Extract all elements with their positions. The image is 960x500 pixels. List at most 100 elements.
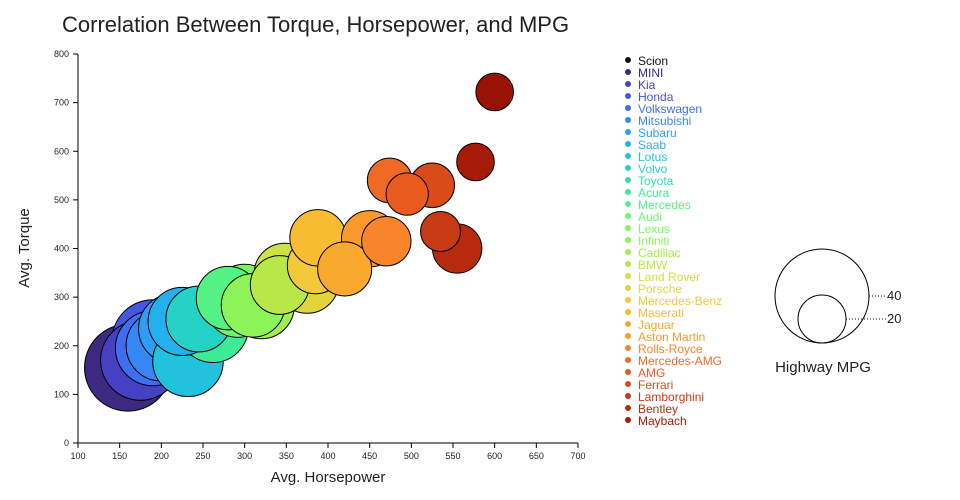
legend-label: Aston Martin bbox=[638, 330, 705, 344]
y-tick-label: 200 bbox=[54, 341, 69, 351]
y-tick-label: 100 bbox=[54, 389, 69, 399]
x-tick-label: 100 bbox=[70, 451, 85, 461]
legend-label: Porsche bbox=[638, 282, 682, 296]
legend-label: Bentley bbox=[638, 402, 678, 416]
x-tick-label: 500 bbox=[404, 451, 419, 461]
y-axis-label: Avg. Torque bbox=[16, 208, 33, 288]
x-tick-label: 450 bbox=[362, 451, 377, 461]
legend-label: Mitsubishi bbox=[638, 114, 691, 128]
bubble-point bbox=[456, 142, 495, 182]
legend-label: Volkswagen bbox=[638, 102, 702, 116]
y-tick-label: 300 bbox=[54, 292, 69, 302]
x-tick-label: 150 bbox=[112, 451, 127, 461]
x-tick-label: 300 bbox=[237, 451, 252, 461]
legend-label: Mercedes-AMG bbox=[638, 354, 722, 368]
x-tick-label: 650 bbox=[529, 451, 544, 461]
legend-marker bbox=[625, 189, 631, 195]
x-tick-label: 550 bbox=[445, 451, 460, 461]
legend-marker bbox=[625, 177, 631, 183]
legend-marker bbox=[625, 153, 631, 159]
x-tick-label: 600 bbox=[487, 451, 502, 461]
y-tick-label: 400 bbox=[54, 244, 69, 254]
legend-marker bbox=[625, 297, 631, 303]
legend-marker bbox=[625, 333, 631, 339]
y-tick-label: 700 bbox=[54, 98, 69, 108]
legend-label: Mercedes bbox=[638, 198, 691, 212]
x-tick-label: 350 bbox=[279, 451, 294, 461]
legend-label: Acura bbox=[638, 186, 670, 200]
legend-marker bbox=[625, 369, 631, 375]
legend-marker bbox=[625, 261, 631, 267]
legend-marker bbox=[625, 165, 631, 171]
size-legend: 40 20 Highway MPG bbox=[774, 248, 901, 376]
size-legend-label-large: 40 bbox=[887, 288, 901, 303]
legend-marker bbox=[625, 57, 631, 63]
size-legend-title: Highway MPG bbox=[775, 359, 871, 376]
legend-label: Lamborghini bbox=[638, 390, 704, 404]
legend-label: AMG bbox=[638, 366, 665, 380]
y-tick-label: 0 bbox=[64, 438, 69, 448]
y-tick-label: 800 bbox=[54, 49, 69, 59]
legend-label: Rolls-Royce bbox=[638, 342, 703, 356]
size-legend-circle-small bbox=[797, 294, 847, 344]
legend-marker bbox=[625, 321, 631, 327]
y-ticks: 0 100 200 300 400 500 600 700 800 bbox=[54, 49, 78, 448]
legend-marker bbox=[625, 345, 631, 351]
x-axis-label: Avg. Horsepower bbox=[271, 469, 386, 486]
legend-marker bbox=[625, 69, 631, 75]
legend-marker bbox=[625, 405, 631, 411]
legend-label: Volvo bbox=[638, 162, 668, 176]
bubble-point bbox=[317, 241, 373, 297]
legend-marker bbox=[625, 201, 631, 207]
legend-label: Saab bbox=[638, 138, 666, 152]
bubble-point bbox=[475, 72, 514, 112]
size-legend-label-small: 20 bbox=[887, 311, 901, 326]
y-tick-label: 600 bbox=[54, 146, 69, 156]
legend-label: MINI bbox=[638, 66, 663, 80]
x-ticks: 100 150 200 250 300 350 400 450 500 550 600 650 700 bbox=[70, 443, 586, 461]
legend-label: Kia bbox=[638, 78, 656, 92]
legend-label: Jaguar bbox=[638, 318, 675, 332]
legend-label: Subaru bbox=[638, 126, 677, 140]
legend-marker bbox=[625, 249, 631, 255]
x-tick-label: 400 bbox=[320, 451, 335, 461]
legend-label: Scion bbox=[638, 54, 668, 68]
legend-label: BMW bbox=[638, 258, 668, 272]
legend-label: Infiniti bbox=[638, 234, 669, 248]
legend-marker bbox=[625, 225, 631, 231]
legend-marker bbox=[625, 117, 631, 123]
legend-label: Lexus bbox=[638, 222, 670, 236]
legend-marker bbox=[625, 393, 631, 399]
x-tick-label: 700 bbox=[570, 451, 585, 461]
bubble-point bbox=[420, 211, 461, 252]
legend-marker bbox=[625, 309, 631, 315]
legend-label: Audi bbox=[638, 210, 662, 224]
legend-label: Maserati bbox=[638, 306, 684, 320]
legend-marker bbox=[625, 129, 631, 135]
chart-title: Correlation Between Torque, Horsepower, … bbox=[62, 12, 569, 37]
legend-label: Honda bbox=[638, 90, 674, 104]
legend-label: Cadillac bbox=[638, 246, 681, 260]
legend: ScionMINIKiaHondaVolkswagenMitsubishiSub… bbox=[625, 54, 722, 428]
legend-marker bbox=[625, 213, 631, 219]
legend-label: Ferrari bbox=[638, 378, 673, 392]
bubble-layer bbox=[84, 72, 514, 412]
legend-label: Toyota bbox=[638, 174, 674, 188]
legend-marker bbox=[625, 357, 631, 363]
legend-marker bbox=[625, 237, 631, 243]
legend-marker bbox=[625, 285, 631, 291]
legend-marker bbox=[625, 381, 631, 387]
legend-marker bbox=[625, 105, 631, 111]
x-tick-label: 250 bbox=[195, 451, 210, 461]
legend-marker bbox=[625, 93, 631, 99]
size-legend-circle-large bbox=[774, 248, 870, 344]
x-tick-label: 200 bbox=[154, 451, 169, 461]
legend-label: Mercedes-Benz bbox=[638, 294, 722, 308]
bubble-point bbox=[385, 172, 429, 216]
legend-label: Land Rover bbox=[638, 270, 700, 284]
legend-marker bbox=[625, 81, 631, 87]
legend-label: Maybach bbox=[638, 414, 687, 428]
legend-label: Lotus bbox=[638, 150, 667, 164]
legend-marker bbox=[625, 417, 631, 423]
legend-marker bbox=[625, 141, 631, 147]
